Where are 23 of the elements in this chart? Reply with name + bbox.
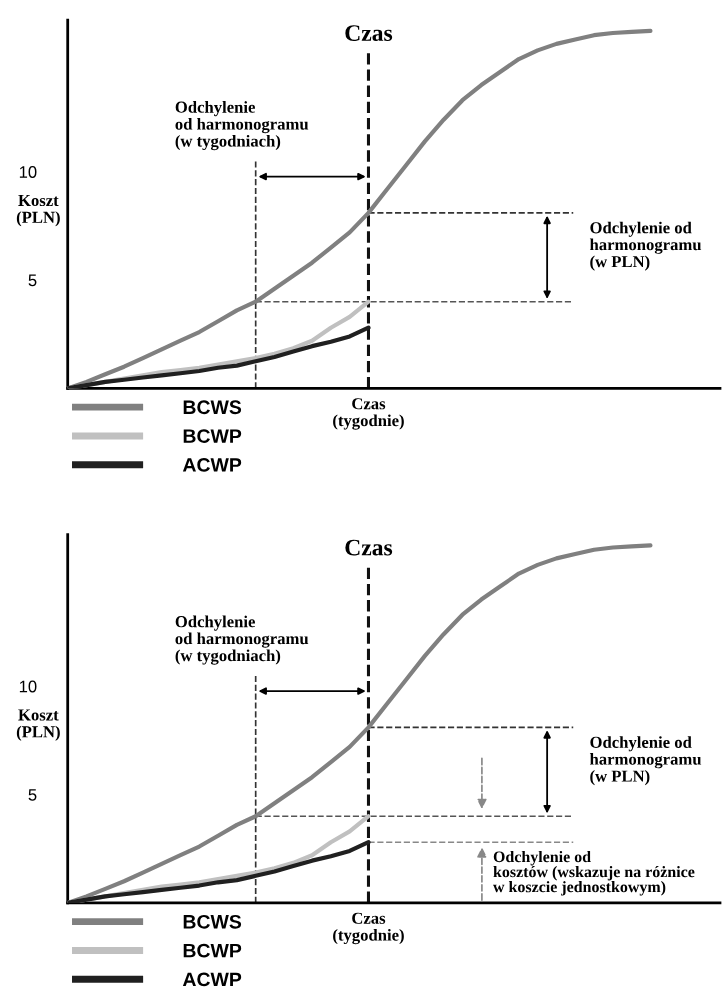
annotation: Odchylenie od harmonogramu (w PLN) bbox=[589, 736, 702, 786]
y-tick-label: 5 bbox=[28, 274, 37, 287]
legend-label: BCWS bbox=[183, 400, 242, 415]
annotation: Odchylenie od harmonogramu (w PLN) bbox=[589, 221, 702, 271]
chart-title: Czas bbox=[345, 539, 393, 556]
y-tick-label: 5 bbox=[28, 789, 37, 801]
y-tick-label: 10 bbox=[19, 166, 37, 178]
chart-title: Czas bbox=[345, 25, 393, 42]
x-axis-title: Czas (tygodnie) bbox=[333, 398, 404, 430]
legend-label: ACWP bbox=[182, 458, 242, 472]
y-tick-label: 10 bbox=[19, 680, 37, 693]
legend-label: BCWS bbox=[183, 914, 242, 929]
y-axis-title: Koszt (PLN) bbox=[16, 194, 60, 227]
annotation: Odchylenie od kosztów (wskazuje na różnice w koszcie jednostkowym) bbox=[493, 850, 695, 896]
legend-label: BCWP bbox=[183, 429, 242, 443]
annotation: Odchylenie od harmonogramu (w tygodniach) bbox=[175, 615, 309, 665]
legend-label: BCWP bbox=[183, 943, 242, 958]
y-axis-title: Koszt (PLN) bbox=[16, 709, 60, 741]
annotation: Odchylenie od harmonogramu (w tygodniach) bbox=[175, 101, 309, 151]
line-series bbox=[67, 325, 371, 389]
x-axis-title: Czas (tygodnie) bbox=[333, 912, 404, 945]
legend-label: ACWP bbox=[182, 972, 242, 987]
line-series bbox=[67, 840, 371, 903]
